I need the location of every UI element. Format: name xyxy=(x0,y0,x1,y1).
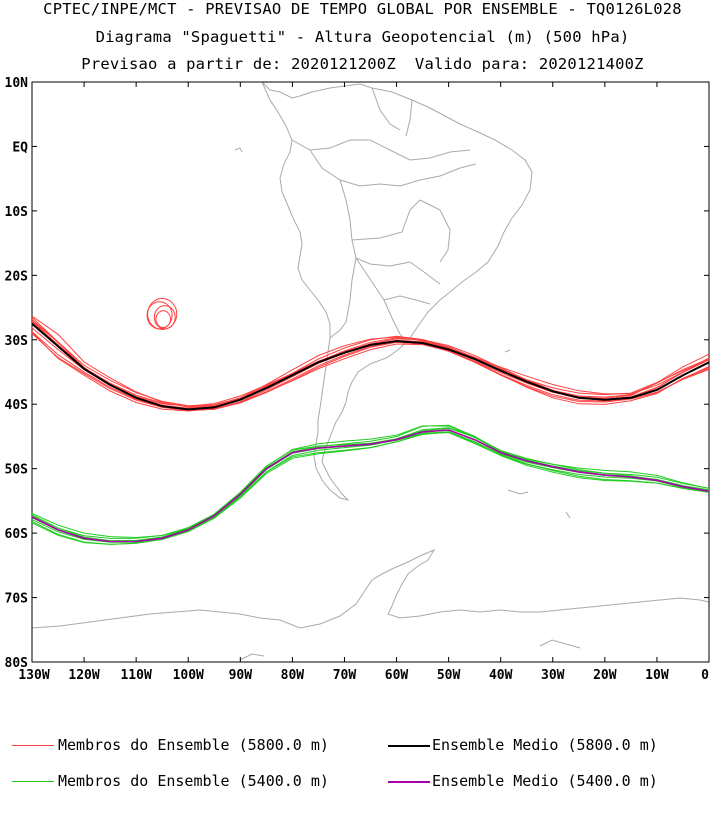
lat-label: 60S xyxy=(5,527,29,542)
member-contour-5800 xyxy=(31,316,710,407)
member-contour-5400 xyxy=(31,431,710,545)
lon-label: 20W xyxy=(593,668,617,683)
legend-label-mean-5400: Ensemble Medio (5400.0 m) xyxy=(432,772,658,790)
lon-label: 30W xyxy=(541,668,565,683)
title-line-2: Diagrama "Spaguetti" - Altura Geopotenci… xyxy=(95,28,630,46)
members-5400-group xyxy=(31,424,710,545)
lat-label: EQ xyxy=(12,140,28,155)
country-borders xyxy=(291,87,477,345)
legend-swatch-members-5800 xyxy=(12,745,54,746)
legend-swatch-members-5400 xyxy=(12,781,54,782)
lat-label: 20S xyxy=(5,269,29,284)
member-contour-5400 xyxy=(31,425,710,539)
closed-low-contour-5800 xyxy=(153,305,176,330)
closed-low-contour-5800 xyxy=(155,310,172,329)
closed-low-contour-5800 xyxy=(146,301,173,330)
members-5800-group xyxy=(31,298,710,412)
lat-label: 80S xyxy=(5,656,29,671)
lat-label: 10S xyxy=(5,205,29,220)
lat-label: 50S xyxy=(5,463,29,478)
legend-swatch-mean-5400 xyxy=(388,781,430,783)
legend-label-members-5800: Membros do Ensemble (5800.0 m) xyxy=(58,736,329,754)
member-contour-5400 xyxy=(31,431,710,543)
lat-labels: 10N EQ 10S 20S 30S 40S 50S 60S 70S 80S xyxy=(5,76,29,671)
legend-label-mean-5800: Ensemble Medio (5800.0 m) xyxy=(432,736,658,754)
lon-label: 100W xyxy=(173,668,204,683)
member-contour-5400 xyxy=(31,431,710,545)
legend-item-mean-5800: Ensemble Medio (5800.0 m) xyxy=(388,736,708,756)
ensemble-means-group xyxy=(31,322,710,543)
title-line-3: Previsao a partir de: 2020121200Z Valido… xyxy=(81,55,644,73)
mean-contour-5400 xyxy=(31,429,710,543)
lon-label: 50W xyxy=(437,668,461,683)
legend-item-mean-5400: Ensemble Medio (5400.0 m) xyxy=(388,772,708,792)
south-america-coast xyxy=(261,81,533,501)
coast-fragment xyxy=(239,639,581,661)
lon-label: 130W xyxy=(18,668,49,683)
lat-label: 40S xyxy=(5,398,29,413)
lon-labels: 130W 120W 110W 100W 90W 80W 70W 60W 50W 40W 30W 20W… xyxy=(18,668,709,683)
axis-ticks xyxy=(31,81,710,663)
lon-label: 80W xyxy=(281,668,305,683)
member-contour-5400 xyxy=(31,432,710,543)
legend-item-members-5800: Membros do Ensemble (5800.0 m) xyxy=(12,736,372,756)
member-contour-5800 xyxy=(31,333,710,412)
legend-item-members-5400: Membros do Ensemble (5400.0 m) xyxy=(12,772,372,792)
lat-label: 70S xyxy=(5,592,29,607)
coastlines xyxy=(31,81,710,661)
lon-label: 90W xyxy=(229,668,253,683)
mean-contour-5800 xyxy=(31,322,710,411)
member-contour-5800 xyxy=(31,321,710,407)
member-contour-5400 xyxy=(31,424,710,539)
lon-label: 120W xyxy=(68,668,99,683)
lon-label: 110W xyxy=(120,668,151,683)
antarctica-coast xyxy=(31,548,710,629)
lat-label: 10N xyxy=(5,76,29,91)
lon-label: 60W xyxy=(385,668,409,683)
member-contour-5800 xyxy=(31,331,710,411)
legend-swatch-mean-5800 xyxy=(388,745,430,747)
spaghetti-map: 10N EQ 10S 20S 30S 40S 50S 60S 70S 80S 130W 120W 11… xyxy=(5,76,710,683)
member-contour-5800 xyxy=(31,315,710,408)
lon-label: 0 xyxy=(701,668,709,683)
lat-label: 30S xyxy=(5,334,29,349)
lon-label: 10W xyxy=(645,668,669,683)
member-contour-5800 xyxy=(31,331,710,412)
lon-label: 70W xyxy=(333,668,357,683)
legend-label-members-5400: Membros do Ensemble (5400.0 m) xyxy=(58,772,329,790)
plot-frame xyxy=(31,81,710,663)
title-line-1: CPTEC/INPE/MCT - PREVISAO DE TEMPO GLOBA… xyxy=(43,0,682,18)
lon-label: 40W xyxy=(489,668,513,683)
islands xyxy=(234,147,571,519)
